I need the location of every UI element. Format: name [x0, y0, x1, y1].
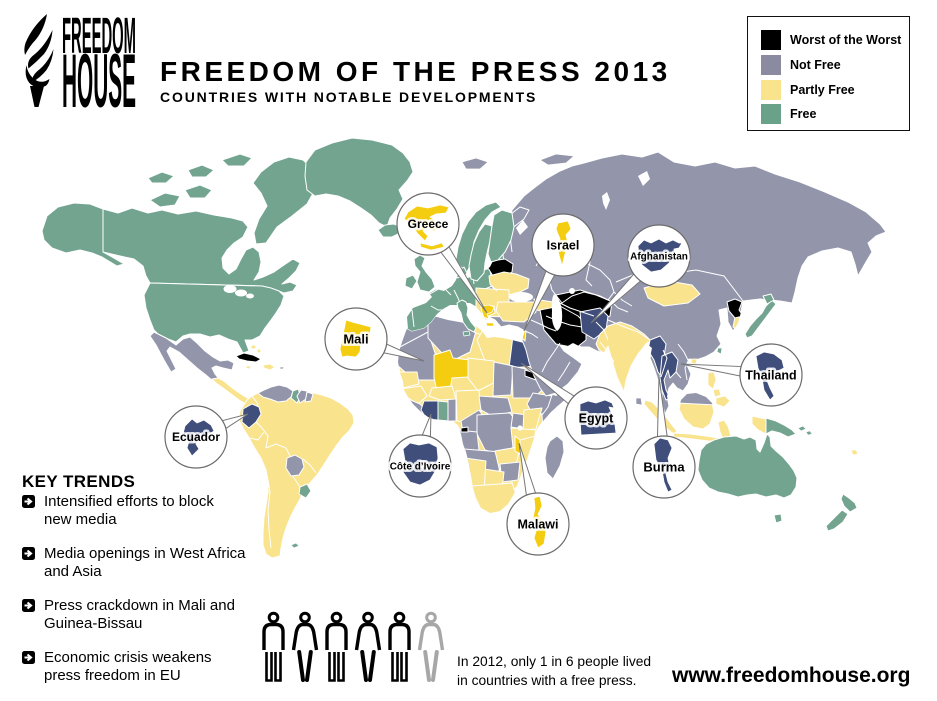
svg-text:Côte d’Ivoire: Côte d’Ivoire — [390, 462, 451, 473]
svg-text:Malawi: Malawi — [518, 517, 559, 531]
svg-text:Greece: Greece — [408, 217, 449, 231]
svg-text:Burma: Burma — [643, 460, 685, 475]
svg-text:Egypt: Egypt — [579, 411, 615, 425]
svg-text:FREEDOM: FREEDOM — [62, 7, 136, 64]
svg-text:Israel: Israel — [547, 238, 580, 252]
svg-text:Thailand: Thailand — [745, 368, 796, 382]
svg-text:HOUSE: HOUSE — [62, 39, 136, 124]
svg-text:Ecuador: Ecuador — [172, 430, 220, 444]
svg-text:Mali: Mali — [343, 332, 368, 347]
svg-text:Afghanistan: Afghanistan — [630, 252, 688, 263]
